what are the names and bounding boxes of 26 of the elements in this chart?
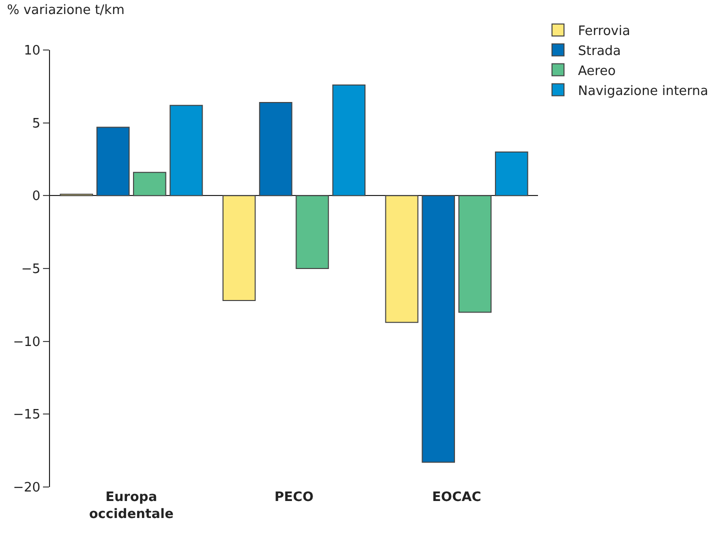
y-tick-label: −10 xyxy=(12,334,40,350)
y-tick-label: 5 xyxy=(32,116,40,132)
bar xyxy=(133,172,166,196)
bar xyxy=(259,102,292,196)
x-tick-label: PECO xyxy=(274,490,314,505)
bar xyxy=(296,195,329,269)
legend-label: Navigazione interna xyxy=(578,84,708,99)
bar xyxy=(494,151,528,196)
bar xyxy=(422,195,455,463)
legend-label: Ferrovia xyxy=(578,24,630,40)
bar xyxy=(332,84,366,196)
legend-label: Strada xyxy=(578,44,621,59)
y-tick-label: −20 xyxy=(12,480,40,496)
bar xyxy=(222,195,256,302)
bar xyxy=(458,195,492,313)
bar xyxy=(170,104,203,196)
y-tick-label: 0 xyxy=(32,189,40,204)
y-tick-label: −5 xyxy=(21,262,40,278)
bar xyxy=(385,195,418,323)
x-tick-label: Europa occidentale xyxy=(89,490,174,522)
y-tick-label: −15 xyxy=(12,408,40,423)
y-tick-label: 10 xyxy=(24,44,40,59)
x-tick-label: EOCAC xyxy=(432,490,482,505)
y-axis-title: % variazione t/km xyxy=(7,3,124,18)
bar xyxy=(96,126,130,196)
legend-label: Aereo xyxy=(578,64,616,79)
